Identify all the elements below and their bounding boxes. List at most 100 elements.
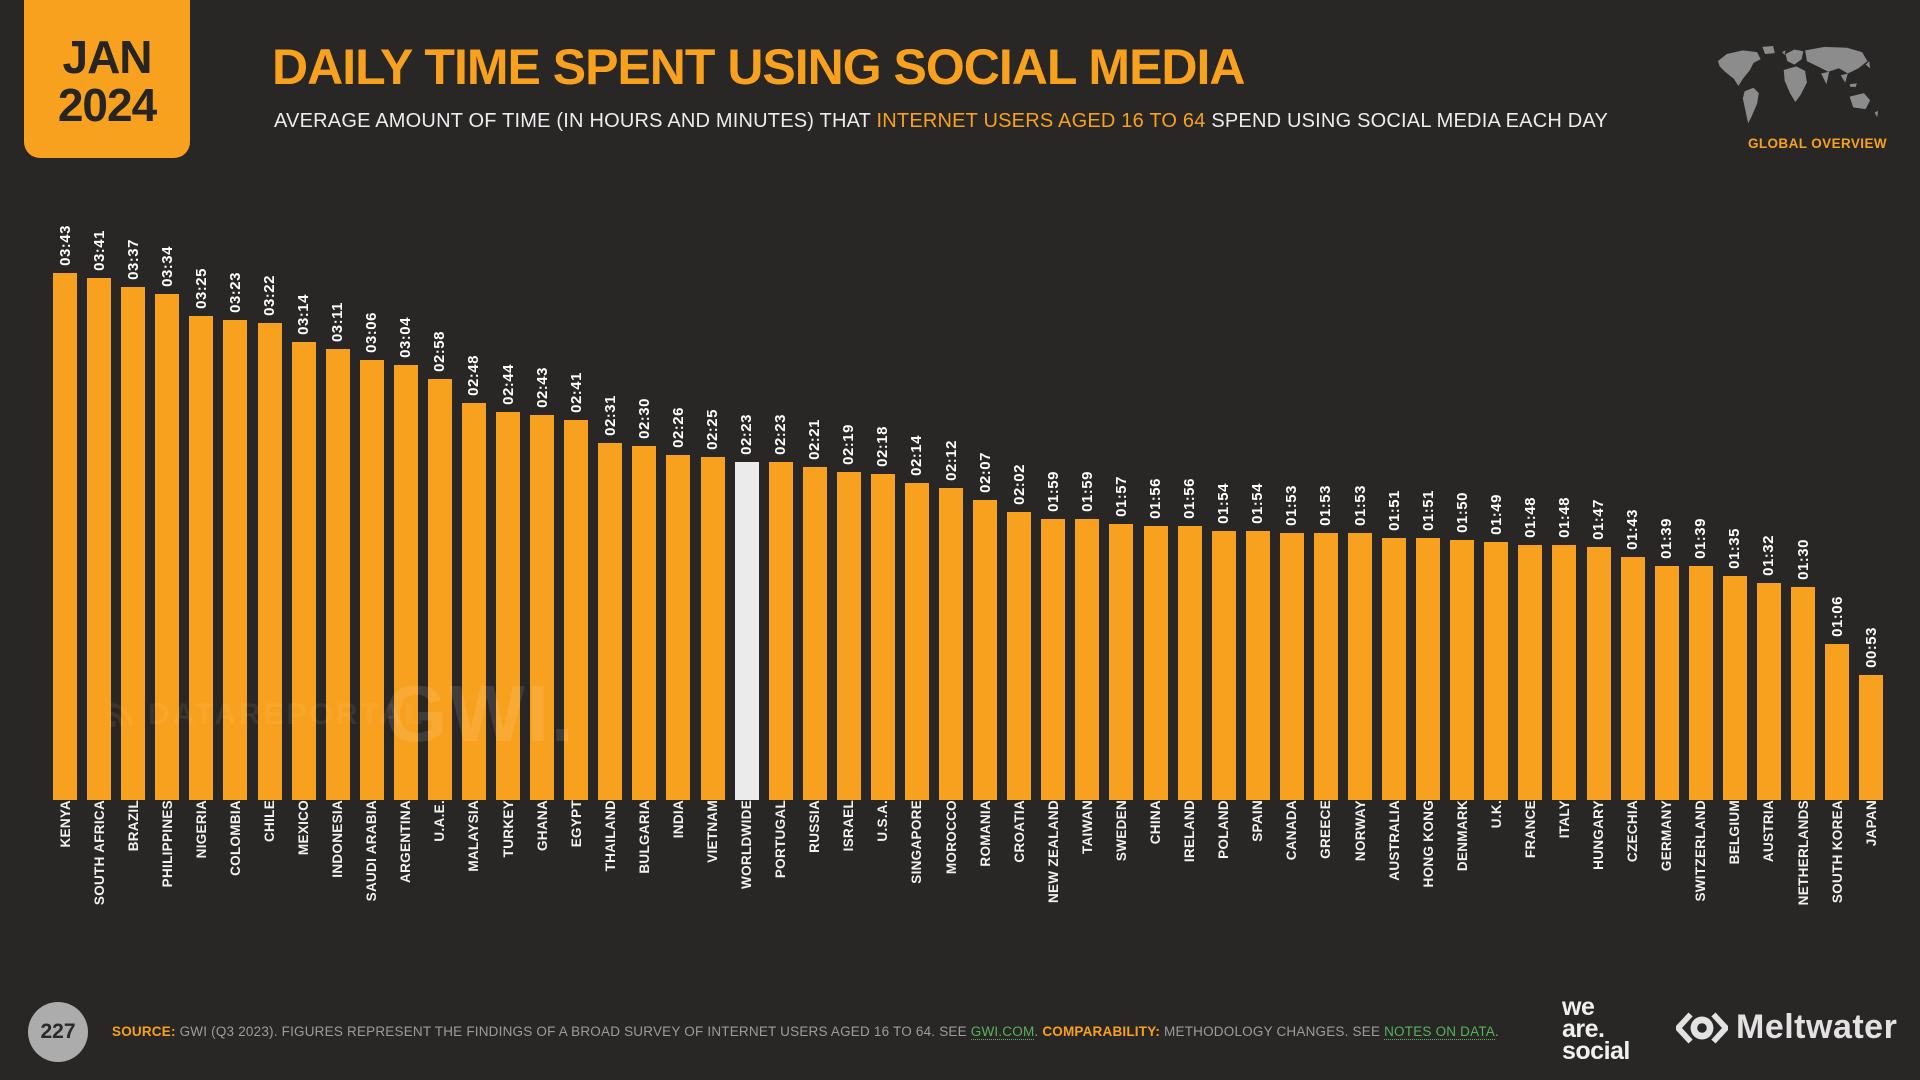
bar-category-label: SOUTH KOREA — [1829, 800, 1845, 904]
bar-value-label: 02:23 — [772, 414, 790, 455]
bar-slot-u-s-a: 02:18 U.S.A. — [866, 170, 900, 982]
bar-slot-egypt: 02:41 EGYPT — [559, 170, 593, 982]
bar-zone: 03:37 — [121, 170, 146, 800]
we-are-social-logo: we are. social — [1562, 995, 1630, 1064]
bar-value-label: 01:50 — [1453, 492, 1471, 533]
bar-category-label: FRANCE — [1522, 800, 1538, 859]
bar-vietnam — [700, 457, 725, 800]
date-year: 2024 — [57, 79, 157, 131]
bar-south-korea — [1825, 644, 1850, 800]
bar-value-label: 02:44 — [499, 364, 517, 405]
bar-category-zone: GREECE — [1318, 800, 1333, 982]
bar-zone: 02:14 — [904, 170, 929, 800]
bar-slot-ghana: 02:43 GHANA — [525, 170, 559, 982]
bar-sweden — [1109, 524, 1134, 800]
bar-slot-france: 01:48 FRANCE — [1513, 170, 1547, 982]
bar-south-africa — [87, 278, 112, 800]
bar-value-label: 02:19 — [840, 424, 858, 465]
bar-category-zone: NIGERIA — [194, 800, 209, 982]
bar-category-zone: BELGIUM — [1727, 800, 1742, 982]
bar-category-label: SINGAPORE — [909, 800, 925, 884]
bar-slot-canada: 01:53 CANADA — [1275, 170, 1309, 982]
source-text: GWI (Q3 2023). FIGURES REPRESENT THE FIN… — [175, 1024, 971, 1039]
bar-value-label: 02:41 — [567, 372, 585, 413]
bar-slot-singapore: 02:14 SINGAPORE — [900, 170, 934, 982]
bar-category-zone: CANADA — [1284, 800, 1299, 982]
bar-belgium — [1722, 576, 1747, 800]
bar-value-label: 02:23 — [738, 414, 756, 455]
bar-austria — [1756, 583, 1781, 800]
bar-category-label: JAPAN — [1863, 800, 1879, 847]
bar-nigeria — [189, 316, 214, 800]
bar-canada — [1279, 533, 1304, 800]
bar-category-label: CZECHIA — [1625, 800, 1641, 863]
date-badge: JAN 2024 — [24, 0, 190, 158]
bar-slot-sweden: 01:57 SWEDEN — [1104, 170, 1138, 982]
bar-category-label: ITALY — [1556, 800, 1572, 839]
bar-netherlands — [1791, 587, 1816, 800]
meltwater-eye-icon — [1676, 1012, 1728, 1043]
bar-slot-spain: 01:54 SPAIN — [1241, 170, 1275, 982]
bar-category-zone: PORTUGAL — [773, 800, 788, 982]
bar-category-label: MALAYSIA — [466, 800, 482, 872]
bar-zone: 01:50 — [1450, 170, 1475, 800]
bar-category-label: U.S.A. — [875, 800, 891, 842]
bar-category-zone: INDONESIA — [330, 800, 345, 982]
bar-value-label: 01:56 — [1147, 478, 1165, 519]
gwi-com-link[interactable]: GWI.COM — [970, 1024, 1035, 1040]
bar-category-label: VIETNAM — [705, 800, 721, 863]
bar-zone: 02:30 — [632, 170, 657, 800]
bar-category-label: IRELAND — [1182, 800, 1198, 863]
subtitle-text-end: SPEND USING SOCIAL MEDIA EACH DAY — [1205, 110, 1609, 132]
bar-ireland — [1177, 526, 1202, 800]
bar-category-label: INDONESIA — [330, 800, 346, 878]
bar-category-label: NETHERLANDS — [1795, 800, 1811, 906]
bar-zone: 01:53 — [1279, 170, 1304, 800]
bar-zone: 02:19 — [836, 170, 861, 800]
bar-category-zone: COLOMBIA — [228, 800, 243, 982]
notes-on-data-link[interactable]: NOTES ON DATA — [1384, 1024, 1495, 1040]
bar-category-zone: SAUDI ARABIA — [364, 800, 379, 982]
bar-category-label: HONG KONG — [1420, 800, 1436, 888]
page-number: 227 — [40, 1020, 76, 1043]
bar-category-label: BRAZIL — [125, 800, 141, 852]
bar-category-zone: BULGARIA — [637, 800, 652, 982]
bar-category-label: COLOMBIA — [227, 800, 243, 876]
bar-value-label: 02:12 — [942, 440, 960, 481]
bar-zone: 02:41 — [564, 170, 589, 800]
bar-germany — [1654, 566, 1679, 800]
bar-value-label: 03:14 — [295, 294, 313, 335]
bar-bulgaria — [632, 446, 657, 800]
bar-category-label: MOROCCO — [943, 800, 959, 875]
was-line-2: are. — [1562, 1015, 1605, 1043]
world-map-icon — [1717, 45, 1879, 124]
bar-category-zone: SWITZERLAND — [1693, 800, 1708, 982]
chart-bars: 03:43 KENYA 03:41 SOUTH AFRICA 03:37 BRAZIL 03… — [48, 170, 1888, 982]
bar-zone: 01:59 — [1041, 170, 1066, 800]
bar-slot-ireland: 01:56 IRELAND — [1173, 170, 1207, 982]
bar-slot-china: 01:56 CHINA — [1139, 170, 1173, 982]
bar-category-zone: ROMANIA — [978, 800, 993, 982]
bar-value-label: 01:54 — [1249, 483, 1267, 524]
bar-value-label: 01:51 — [1419, 490, 1437, 531]
bar-slot-india: 02:26 INDIA — [661, 170, 695, 982]
bar-category-zone: EGYPT — [569, 800, 584, 982]
bar-category-label: U.A.E. — [432, 800, 448, 842]
bar-zone: 01:49 — [1484, 170, 1509, 800]
bar-zone: 01:53 — [1348, 170, 1372, 800]
bar-slot-italy: 01:48 ITALY — [1547, 170, 1581, 982]
bar-value-label: 02:30 — [635, 398, 653, 439]
bar-value-label: 02:43 — [533, 367, 551, 408]
bar-zone: 03:34 — [155, 170, 180, 800]
bar-value-label: 01:06 — [1828, 596, 1846, 637]
bar-value-label: 01:49 — [1487, 494, 1505, 535]
bar-category-label: BELGIUM — [1727, 800, 1743, 865]
bar-category-label: TAIWAN — [1079, 800, 1095, 855]
bar-slot-belgium: 01:35 BELGIUM — [1718, 170, 1752, 982]
bar-slot-greece: 01:53 GREECE — [1309, 170, 1343, 982]
bar-category-zone: IRELAND — [1182, 800, 1197, 982]
bar-category-label: RUSSIA — [807, 800, 823, 853]
subtitle-text: AVERAGE AMOUNT OF TIME (IN HOURS AND MIN… — [274, 110, 877, 132]
bar-value-label: 02:21 — [806, 419, 824, 460]
bar-zone: 03:14 — [291, 170, 316, 800]
